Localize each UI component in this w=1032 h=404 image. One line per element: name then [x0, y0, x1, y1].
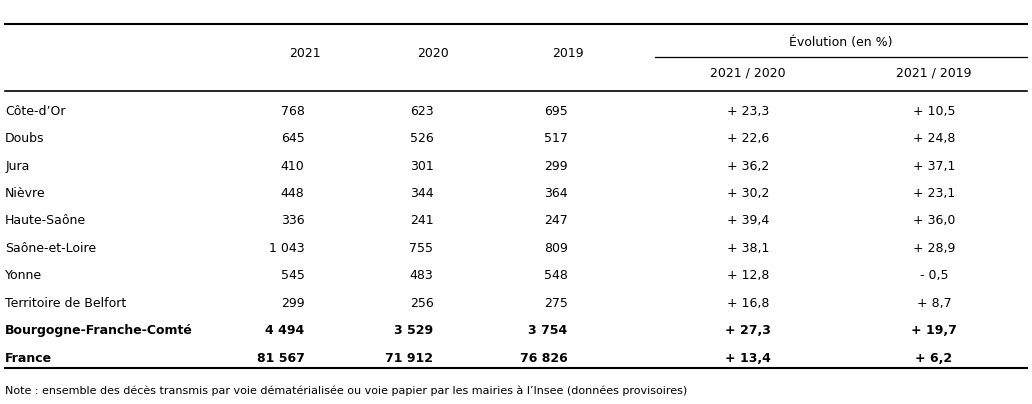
Text: 3 754: 3 754	[528, 324, 568, 337]
Text: 81 567: 81 567	[257, 352, 304, 365]
Text: + 10,5: + 10,5	[912, 105, 956, 118]
Text: 410: 410	[281, 160, 304, 173]
Text: 71 912: 71 912	[385, 352, 433, 365]
Text: + 24,8: + 24,8	[912, 132, 956, 145]
Text: 545: 545	[281, 269, 304, 282]
Text: 448: 448	[281, 187, 304, 200]
Text: 301: 301	[410, 160, 433, 173]
Text: + 8,7: + 8,7	[916, 297, 952, 310]
Text: Doubs: Doubs	[5, 132, 44, 145]
Text: Haute-Saône: Haute-Saône	[5, 215, 87, 227]
Text: 623: 623	[410, 105, 433, 118]
Text: + 37,1: + 37,1	[912, 160, 956, 173]
Text: Yonne: Yonne	[5, 269, 42, 282]
Text: 364: 364	[544, 187, 568, 200]
Text: + 13,4: + 13,4	[725, 352, 771, 365]
Text: Nièvre: Nièvre	[5, 187, 45, 200]
Text: 809: 809	[544, 242, 568, 255]
Text: Évolution (en %): Évolution (en %)	[789, 36, 893, 49]
Text: + 6,2: + 6,2	[915, 352, 953, 365]
Text: Territoire de Belfort: Territoire de Belfort	[5, 297, 126, 310]
Text: + 27,3: + 27,3	[725, 324, 771, 337]
Text: Jura: Jura	[5, 160, 30, 173]
Text: Côte-d’Or: Côte-d’Or	[5, 105, 66, 118]
Text: 1 043: 1 043	[268, 242, 304, 255]
Text: France: France	[5, 352, 53, 365]
Text: + 16,8: + 16,8	[727, 297, 770, 310]
Text: + 36,0: + 36,0	[912, 215, 956, 227]
Text: + 19,7: + 19,7	[911, 324, 957, 337]
Text: 299: 299	[544, 160, 568, 173]
Text: 241: 241	[410, 215, 433, 227]
Text: + 23,1: + 23,1	[913, 187, 955, 200]
Text: 299: 299	[281, 297, 304, 310]
Text: + 23,3: + 23,3	[728, 105, 769, 118]
Text: + 28,9: + 28,9	[912, 242, 956, 255]
Text: 76 826: 76 826	[520, 352, 568, 365]
Text: + 38,1: + 38,1	[727, 242, 770, 255]
Text: 3 529: 3 529	[394, 324, 433, 337]
Text: Saône-et-Loire: Saône-et-Loire	[5, 242, 96, 255]
Text: 768: 768	[281, 105, 304, 118]
Text: 2019: 2019	[552, 47, 583, 60]
Text: + 39,4: + 39,4	[728, 215, 769, 227]
Text: 2021 / 2020: 2021 / 2020	[710, 66, 786, 79]
Text: 2021: 2021	[289, 47, 320, 60]
Text: + 30,2: + 30,2	[727, 187, 770, 200]
Text: - 0,5: - 0,5	[920, 269, 948, 282]
Text: 483: 483	[410, 269, 433, 282]
Text: 336: 336	[281, 215, 304, 227]
Text: + 36,2: + 36,2	[728, 160, 769, 173]
Text: 256: 256	[410, 297, 433, 310]
Text: + 22,6: + 22,6	[728, 132, 769, 145]
Text: Bourgogne-Franche-Comté: Bourgogne-Franche-Comté	[5, 324, 193, 337]
Text: 2020: 2020	[418, 47, 449, 60]
Text: 526: 526	[410, 132, 433, 145]
Text: 247: 247	[544, 215, 568, 227]
Text: 755: 755	[410, 242, 433, 255]
Text: 695: 695	[544, 105, 568, 118]
Text: + 12,8: + 12,8	[727, 269, 770, 282]
Text: 548: 548	[544, 269, 568, 282]
Text: 645: 645	[281, 132, 304, 145]
Text: 344: 344	[410, 187, 433, 200]
Text: 2021 / 2019: 2021 / 2019	[896, 66, 972, 79]
Text: Note : ensemble des décès transmis par voie dématérialisée ou voie papier par le: Note : ensemble des décès transmis par v…	[5, 385, 687, 396]
Text: 4 494: 4 494	[265, 324, 304, 337]
Text: 275: 275	[544, 297, 568, 310]
Text: 517: 517	[544, 132, 568, 145]
